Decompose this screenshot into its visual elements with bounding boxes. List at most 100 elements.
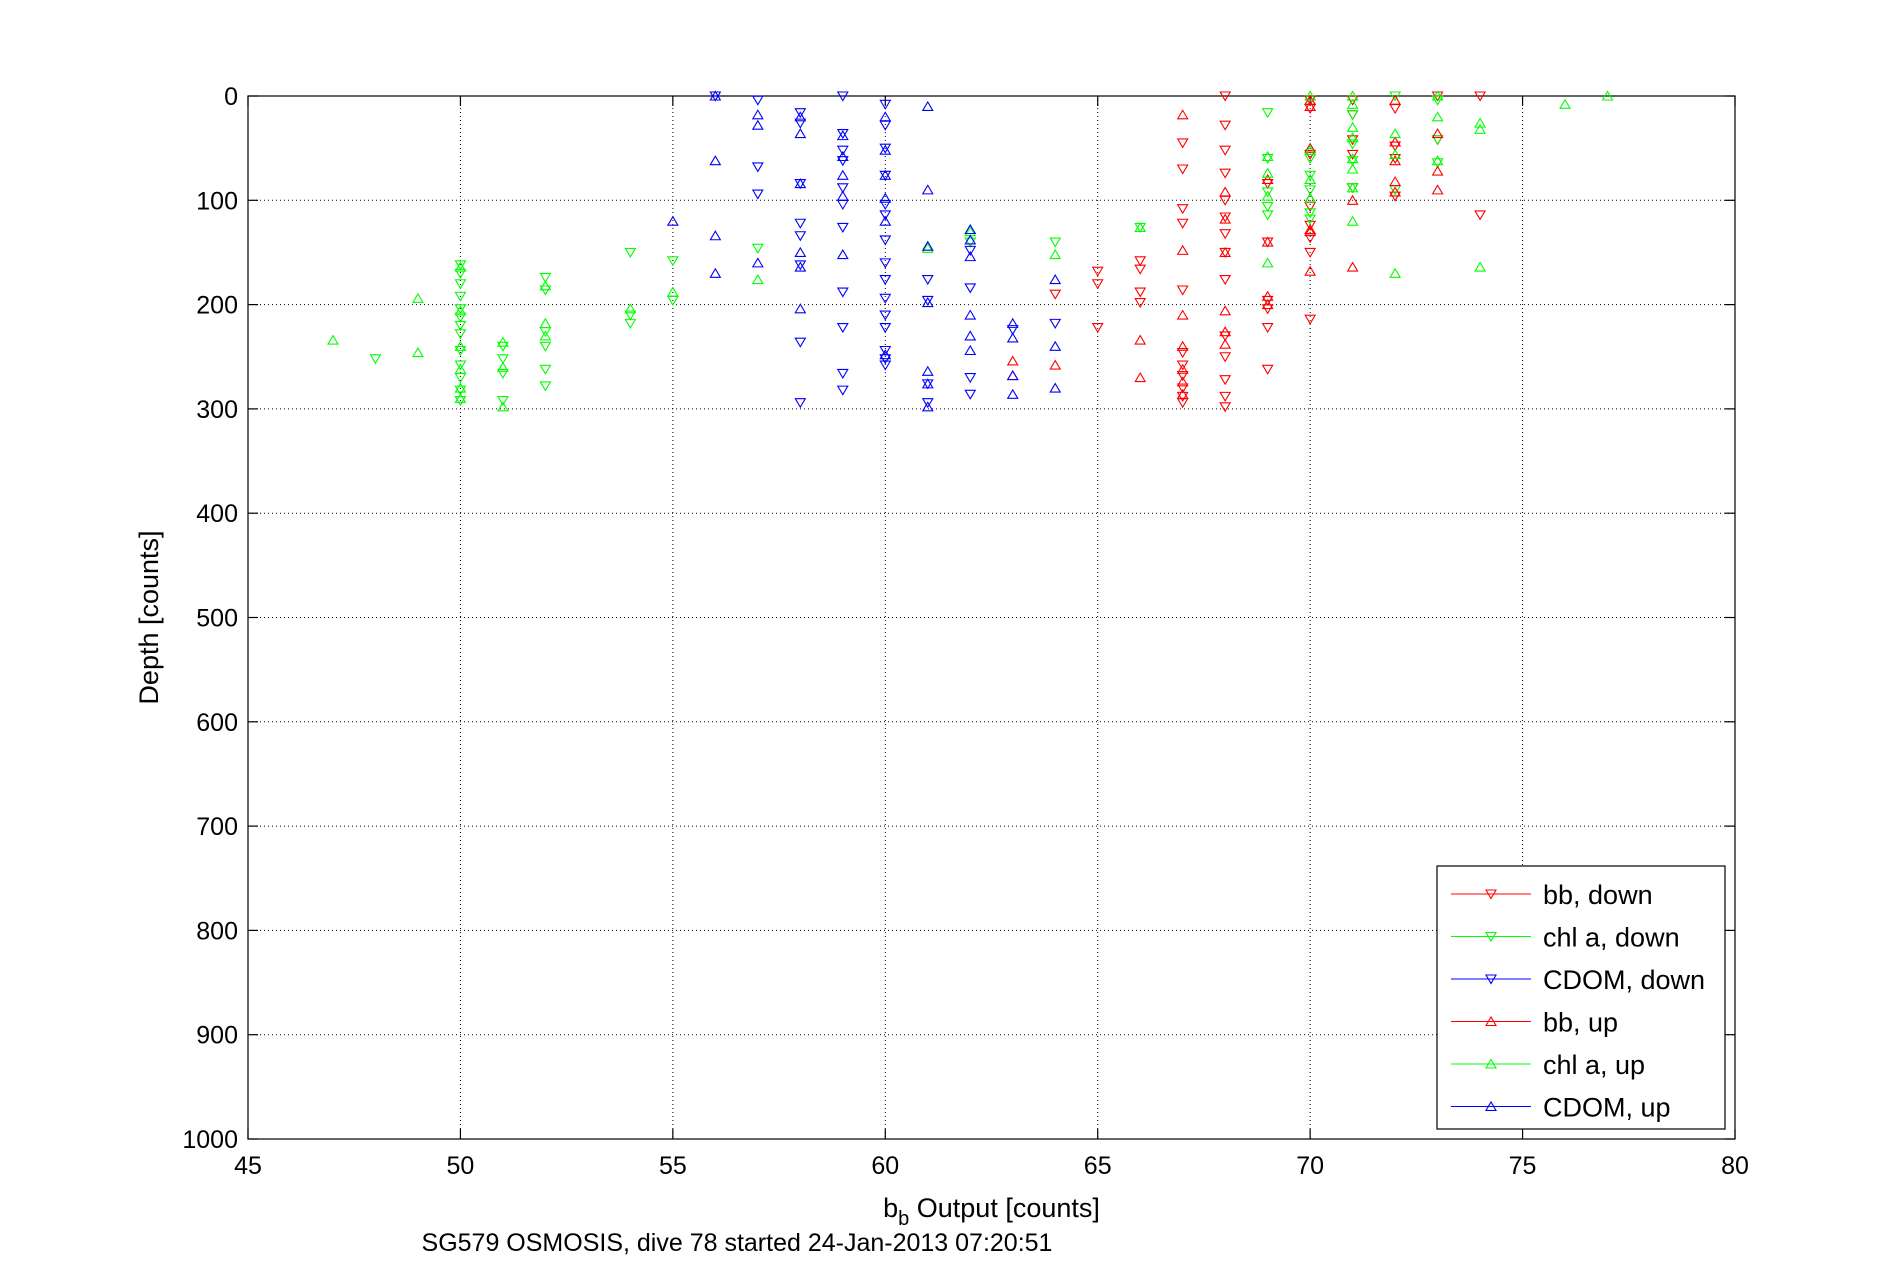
data-point bbox=[794, 261, 807, 272]
data-point bbox=[1176, 309, 1189, 320]
data-point bbox=[539, 280, 552, 291]
data-point bbox=[879, 199, 892, 211]
data-point bbox=[836, 368, 849, 380]
data-point bbox=[1176, 348, 1189, 359]
legend-marker bbox=[1485, 974, 1497, 985]
data-point bbox=[751, 273, 764, 285]
data-point bbox=[794, 111, 807, 122]
data-point bbox=[411, 346, 424, 358]
data-point bbox=[964, 309, 977, 320]
series-3 bbox=[1006, 94, 1444, 399]
series-4 bbox=[327, 90, 1614, 412]
data-point bbox=[794, 118, 807, 129]
x-axis-label: bb Output [counts] bbox=[883, 1193, 1100, 1230]
y-axis-label: Depth [counts] bbox=[134, 530, 164, 704]
data-point bbox=[1219, 275, 1232, 286]
data-point bbox=[454, 392, 467, 404]
data-point bbox=[1304, 214, 1317, 225]
data-point bbox=[1601, 90, 1614, 101]
data-point bbox=[964, 389, 977, 400]
data-point bbox=[496, 368, 509, 380]
data-point bbox=[1346, 261, 1359, 272]
data-point bbox=[1176, 383, 1189, 394]
data-point bbox=[836, 190, 849, 201]
data-point bbox=[1304, 314, 1317, 325]
data-point bbox=[964, 373, 977, 384]
data-point bbox=[1176, 376, 1189, 387]
legend: bb, down chl a, down CDOM, down bb, up chl a… bbox=[1436, 865, 1726, 1130]
data-point bbox=[879, 349, 892, 360]
data-point bbox=[496, 361, 509, 372]
data-point bbox=[879, 143, 892, 154]
data-point bbox=[751, 257, 764, 268]
legend-marker bbox=[1485, 1100, 1497, 1112]
data-point bbox=[1389, 175, 1402, 187]
y-tick-label: 900 bbox=[196, 1022, 238, 1050]
data-point bbox=[1049, 289, 1062, 300]
data-point bbox=[794, 178, 807, 189]
data-point bbox=[836, 287, 849, 298]
data-point bbox=[1261, 202, 1274, 213]
data-point bbox=[1176, 218, 1189, 229]
data-point bbox=[1346, 98, 1359, 109]
data-point bbox=[1176, 164, 1189, 175]
data-point bbox=[1431, 165, 1444, 176]
data-point bbox=[921, 242, 934, 253]
x-axis-label-rest: Output [counts] bbox=[909, 1193, 1100, 1223]
data-point bbox=[1134, 256, 1147, 267]
data-point bbox=[1134, 222, 1147, 234]
data-point bbox=[879, 99, 892, 110]
y-tick-label: 200 bbox=[196, 292, 238, 320]
data-point bbox=[836, 385, 849, 396]
data-point bbox=[1474, 91, 1487, 102]
series-0 bbox=[1049, 91, 1487, 413]
x-tick-label: 75 bbox=[1509, 1152, 1537, 1180]
data-point bbox=[1346, 215, 1359, 226]
data-point bbox=[879, 293, 892, 304]
data-point bbox=[1219, 91, 1232, 102]
data-point bbox=[921, 100, 934, 111]
y-tick-labels: 0 100 200 300 400 500 600 700 800 900 1000 bbox=[182, 83, 238, 1154]
data-point bbox=[1219, 212, 1232, 223]
data-point bbox=[1346, 182, 1359, 193]
data-point bbox=[794, 231, 807, 242]
data-point bbox=[794, 127, 807, 139]
data-point bbox=[1134, 264, 1147, 275]
data-point bbox=[964, 344, 977, 356]
data-point bbox=[1261, 236, 1274, 247]
data-point bbox=[1346, 152, 1359, 164]
data-point bbox=[1261, 187, 1274, 198]
data-point bbox=[1346, 183, 1359, 194]
data-point bbox=[964, 234, 977, 245]
legend-item: CDOM, up bbox=[1451, 1093, 1671, 1123]
data-point bbox=[794, 218, 807, 229]
data-point bbox=[666, 256, 679, 267]
data-point bbox=[921, 401, 934, 412]
series-5 bbox=[666, 90, 1062, 412]
legend-label: CDOM, down bbox=[1543, 965, 1705, 995]
data-point bbox=[1304, 208, 1317, 219]
data-point bbox=[1261, 322, 1274, 334]
data-point bbox=[1261, 173, 1274, 184]
data-point bbox=[879, 169, 892, 180]
data-point bbox=[1346, 194, 1359, 205]
data-point bbox=[1176, 138, 1189, 149]
y-tick-label: 300 bbox=[196, 396, 238, 424]
x-tick-label: 55 bbox=[659, 1152, 687, 1180]
data-point bbox=[1431, 90, 1444, 101]
data-point bbox=[1261, 190, 1274, 201]
data-point bbox=[1006, 355, 1019, 366]
data-point bbox=[454, 363, 467, 374]
data-point bbox=[794, 246, 807, 258]
data-point bbox=[1176, 363, 1189, 374]
data-point bbox=[836, 199, 849, 211]
data-point bbox=[1261, 154, 1274, 165]
data-point bbox=[539, 272, 552, 284]
data-point bbox=[1219, 305, 1232, 316]
data-point bbox=[1304, 220, 1317, 231]
series-1 bbox=[369, 91, 1444, 407]
data-point bbox=[1304, 202, 1317, 213]
data-point bbox=[1176, 370, 1189, 382]
data-point bbox=[1219, 247, 1232, 259]
data-point bbox=[836, 128, 849, 140]
